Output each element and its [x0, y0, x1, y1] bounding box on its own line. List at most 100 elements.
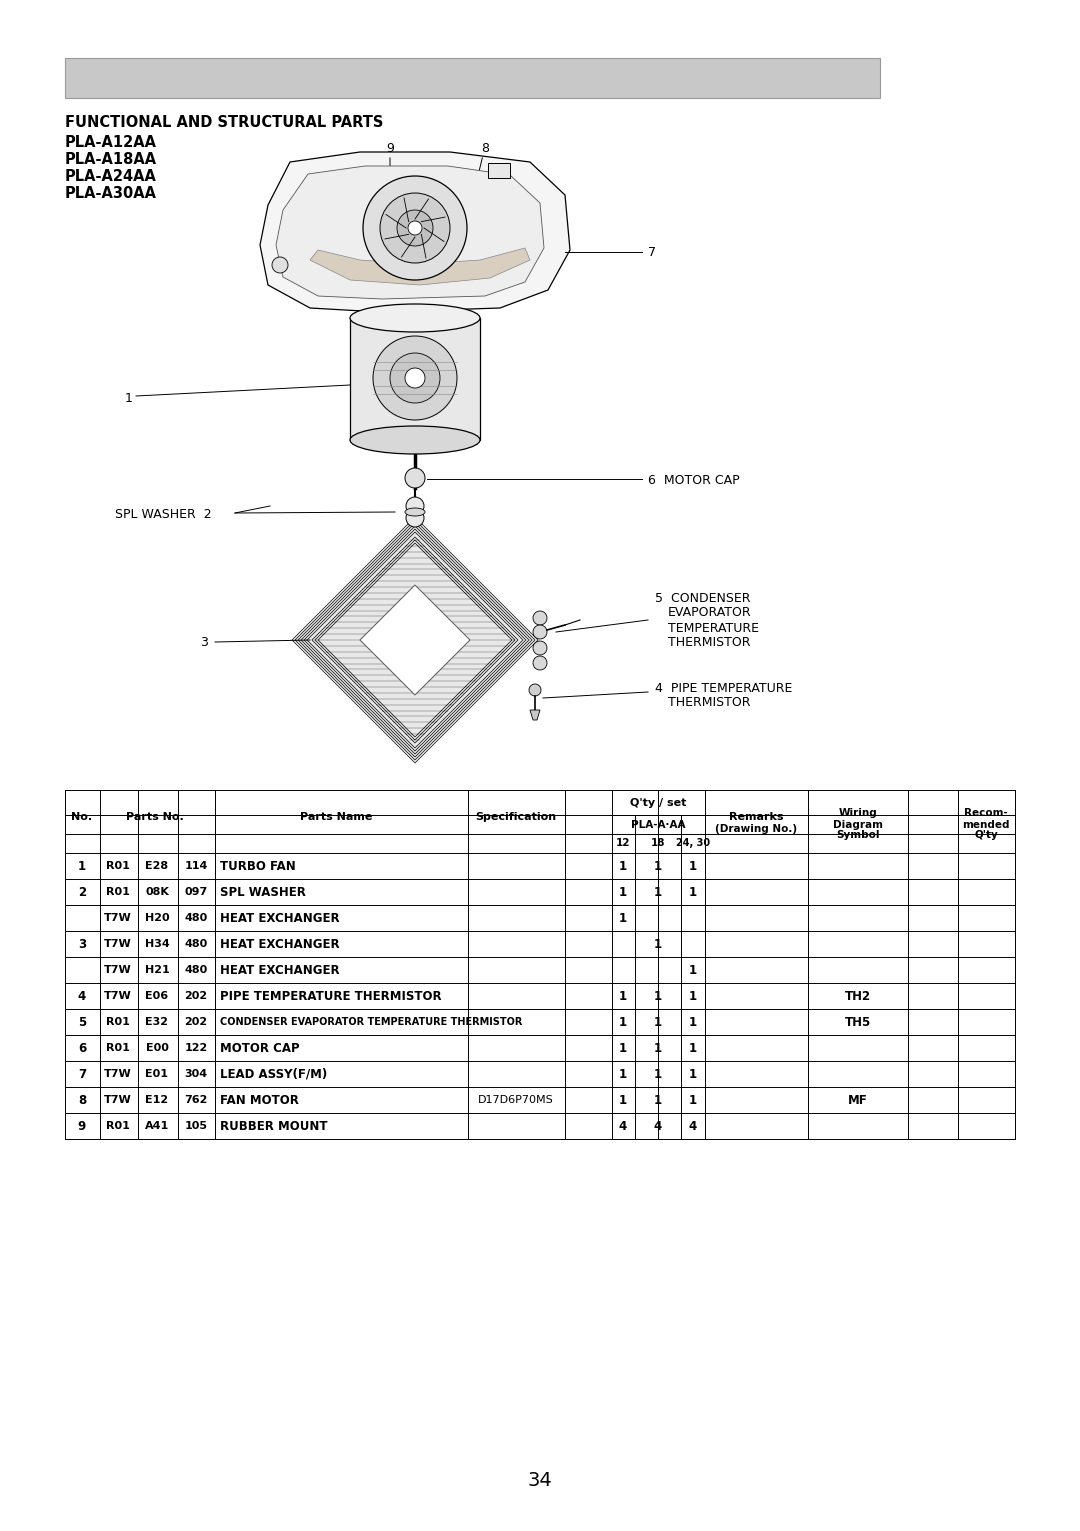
Text: T7W: T7W [104, 965, 132, 975]
Ellipse shape [405, 508, 426, 516]
Circle shape [390, 354, 440, 403]
Text: 114: 114 [185, 860, 207, 871]
Circle shape [534, 625, 546, 638]
Polygon shape [260, 152, 570, 312]
Text: TH2: TH2 [845, 989, 872, 1003]
Polygon shape [301, 527, 529, 753]
Text: 4: 4 [689, 1119, 697, 1133]
Text: 6: 6 [78, 1041, 86, 1055]
Circle shape [373, 335, 457, 419]
Text: CONDENSER EVAPORATOR TEMPERATURE THERMISTOR: CONDENSER EVAPORATOR TEMPERATURE THERMIS… [220, 1017, 523, 1027]
Text: 1: 1 [619, 1093, 627, 1107]
Text: A41: A41 [145, 1121, 170, 1131]
Text: R01: R01 [106, 860, 130, 871]
Circle shape [534, 655, 546, 671]
Text: THERMISTOR: THERMISTOR [669, 697, 751, 709]
Text: TEMPERATURE: TEMPERATURE [669, 622, 759, 634]
Text: H20: H20 [145, 912, 170, 923]
Circle shape [363, 176, 467, 280]
Text: THERMISTOR: THERMISTOR [669, 637, 751, 649]
Text: 105: 105 [185, 1121, 207, 1131]
Text: PLA-A12AA: PLA-A12AA [65, 135, 157, 150]
Text: MF: MF [848, 1093, 868, 1107]
Text: No.: No. [71, 813, 93, 822]
Text: Q'ty: Q'ty [974, 830, 998, 841]
Text: 1: 1 [653, 859, 662, 873]
Text: Parts Name: Parts Name [300, 813, 373, 822]
Text: 1: 1 [653, 1067, 662, 1081]
Text: 202: 202 [185, 991, 207, 1001]
Text: 1: 1 [619, 1015, 627, 1029]
Text: D17D6P70MS: D17D6P70MS [478, 1095, 554, 1105]
Text: E01: E01 [146, 1069, 168, 1079]
Text: 1: 1 [689, 1041, 697, 1055]
Text: HEAT EXCHANGER: HEAT EXCHANGER [220, 911, 339, 925]
Text: PLA-A·AA: PLA-A·AA [631, 819, 685, 830]
Text: 1: 1 [689, 885, 697, 899]
Text: Specification: Specification [475, 813, 556, 822]
Text: PLA-A18AA: PLA-A18AA [65, 152, 157, 167]
Text: 3: 3 [78, 937, 86, 951]
Text: (Drawing No.): (Drawing No.) [715, 825, 797, 834]
Text: 1: 1 [619, 911, 627, 925]
Text: mended: mended [962, 819, 1010, 830]
Text: 1: 1 [653, 1015, 662, 1029]
Polygon shape [307, 531, 523, 749]
Text: 1: 1 [689, 1093, 697, 1107]
Text: 5  CONDENSER: 5 CONDENSER [654, 591, 751, 605]
Text: PIPE TEMPERATURE THERMISTOR: PIPE TEMPERATURE THERMISTOR [220, 989, 442, 1003]
Text: Remarks: Remarks [729, 813, 783, 822]
Text: R01: R01 [106, 1017, 130, 1027]
Text: 1: 1 [689, 963, 697, 977]
Text: 1: 1 [619, 1041, 627, 1055]
Text: 762: 762 [185, 1095, 207, 1105]
Text: R01: R01 [106, 1121, 130, 1131]
Ellipse shape [350, 426, 480, 455]
Text: 08K: 08K [145, 886, 168, 897]
Text: T7W: T7W [104, 1069, 132, 1079]
Polygon shape [530, 710, 540, 720]
Text: 24, 30: 24, 30 [676, 839, 710, 848]
Circle shape [534, 641, 546, 655]
Circle shape [406, 498, 424, 514]
Text: Symbol: Symbol [836, 830, 880, 841]
Text: 1: 1 [689, 859, 697, 873]
Text: E12: E12 [146, 1095, 168, 1105]
Text: 9: 9 [78, 1119, 86, 1133]
Ellipse shape [350, 305, 480, 332]
Text: 1: 1 [689, 1015, 697, 1029]
Text: 9: 9 [386, 141, 394, 155]
Text: T7W: T7W [104, 1095, 132, 1105]
Text: 480: 480 [185, 912, 207, 923]
Text: 122: 122 [185, 1043, 207, 1053]
Text: Parts No.: Parts No. [126, 813, 184, 822]
Text: 1: 1 [689, 1067, 697, 1081]
Text: 1: 1 [78, 859, 86, 873]
Polygon shape [292, 517, 538, 762]
Text: 4: 4 [653, 1119, 662, 1133]
Text: 3: 3 [200, 637, 208, 649]
Text: 7: 7 [648, 246, 656, 259]
Text: Q'ty / set: Q'ty / set [630, 798, 686, 807]
Text: E00: E00 [146, 1043, 168, 1053]
Text: 1: 1 [653, 1041, 662, 1055]
Text: E06: E06 [146, 991, 168, 1001]
Text: TH5: TH5 [845, 1015, 872, 1029]
Text: T7W: T7W [104, 912, 132, 923]
Text: 304: 304 [185, 1069, 207, 1079]
Text: Diagram: Diagram [833, 819, 883, 830]
Text: SPL WASHER: SPL WASHER [220, 885, 306, 899]
Text: SPL WASHER  2: SPL WASHER 2 [114, 507, 212, 521]
Circle shape [272, 257, 288, 273]
Text: H34: H34 [145, 939, 170, 949]
Circle shape [406, 508, 424, 527]
Circle shape [397, 210, 433, 246]
Text: 202: 202 [185, 1017, 207, 1027]
Polygon shape [276, 165, 544, 299]
Circle shape [534, 611, 546, 625]
Text: 480: 480 [185, 965, 207, 975]
Text: 1: 1 [619, 989, 627, 1003]
Text: 1: 1 [619, 859, 627, 873]
Text: R01: R01 [106, 886, 130, 897]
Text: Recom-: Recom- [964, 808, 1008, 819]
